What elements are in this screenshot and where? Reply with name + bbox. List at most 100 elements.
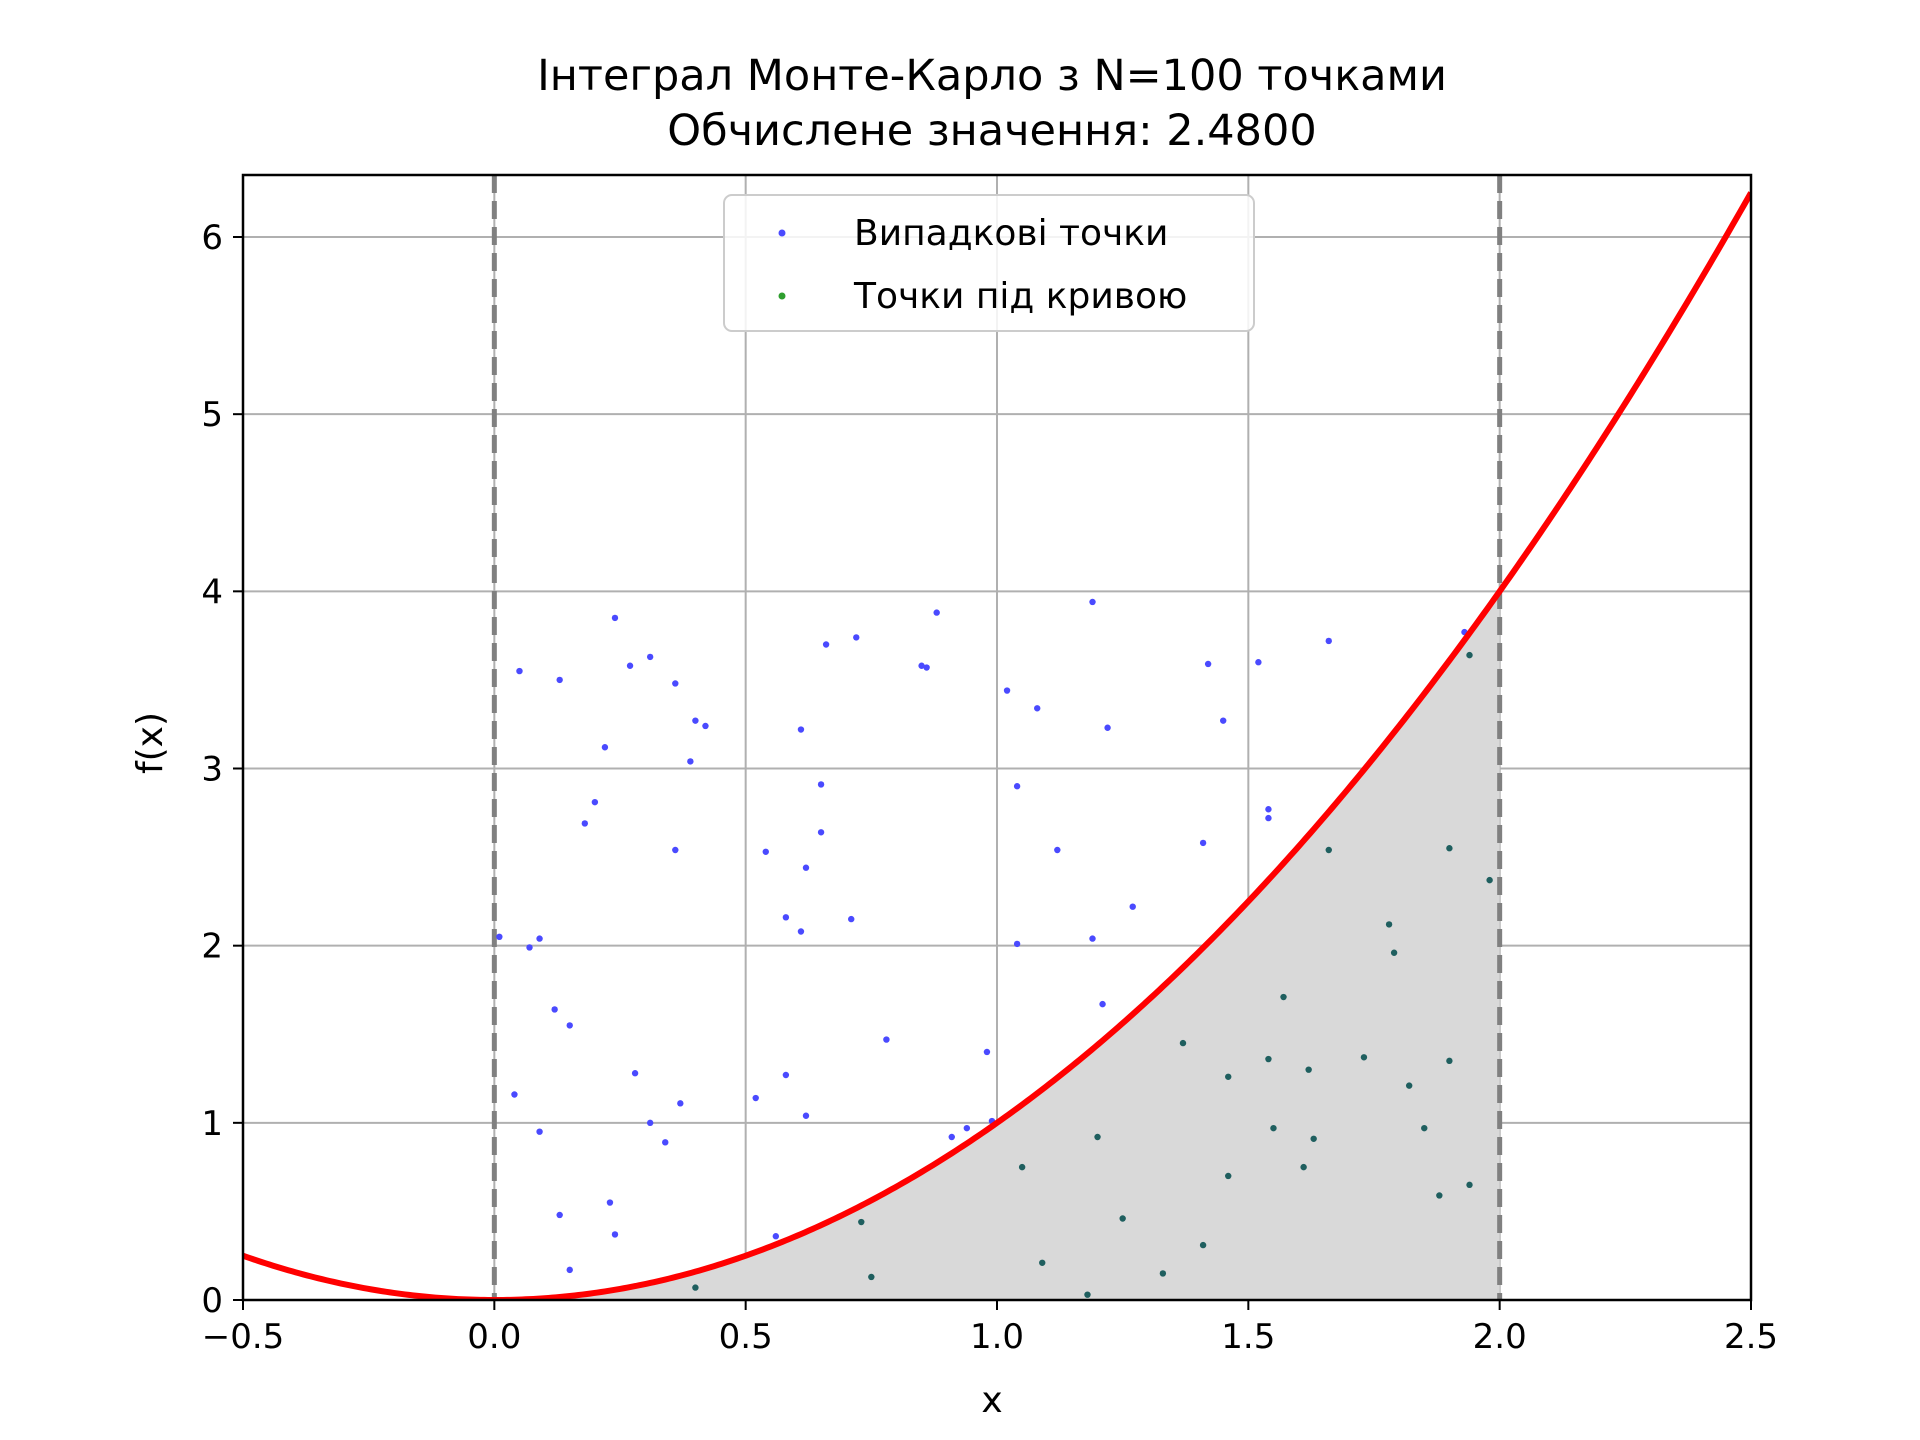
random-point: [782, 1071, 790, 1079]
random-point: [536, 935, 543, 942]
random-point: [983, 1048, 991, 1056]
random-point: [883, 1036, 890, 1043]
legend-label-random-points: Випадкові точки: [854, 213, 1168, 254]
y-axis-label: f(x): [130, 712, 171, 774]
random-point: [566, 1266, 573, 1274]
legend-box: [723, 194, 1255, 332]
point-under-curve: [1018, 1163, 1026, 1171]
random-point: [802, 864, 810, 871]
point-under-curve: [1466, 651, 1473, 659]
random-point: [1034, 705, 1041, 712]
random-point: [1220, 717, 1227, 724]
random-point: [556, 676, 563, 684]
point-under-curve: [1094, 1133, 1101, 1141]
random-point: [662, 1139, 669, 1146]
random-point: [672, 846, 679, 854]
y-tick-label: 6: [201, 218, 223, 258]
random-point: [536, 1128, 543, 1135]
random-point: [923, 664, 930, 671]
y-tick-label: 3: [201, 750, 223, 790]
point-under-curve: [1270, 1124, 1277, 1132]
point-under-curve: [1119, 1215, 1126, 1222]
random-point: [626, 662, 634, 669]
point-under-curve: [692, 1284, 699, 1291]
random-point: [496, 933, 503, 941]
random-point: [933, 609, 940, 616]
point-under-curve: [1280, 993, 1287, 1001]
random-point: [817, 829, 825, 836]
point-under-curve: [1225, 1172, 1232, 1180]
point-under-curve: [1421, 1124, 1428, 1132]
chart-title-line-1: Інтеграл Монте-Карло з N=100 точками: [537, 51, 1447, 101]
legend-marker-points-under-curve: [778, 292, 786, 300]
random-point: [611, 614, 619, 622]
random-point: [1013, 940, 1021, 948]
x-tick-label: 2.5: [1724, 1317, 1778, 1357]
legend: Випадкові точки Точки під кривою: [723, 194, 1255, 332]
random-point: [1104, 724, 1111, 731]
random-point: [1054, 846, 1061, 854]
point-under-curve: [858, 1218, 865, 1226]
random-point: [1204, 660, 1212, 668]
point-under-curve: [1179, 1039, 1187, 1047]
point-under-curve: [868, 1273, 875, 1281]
point-under-curve: [1360, 1054, 1368, 1061]
legend-label-points-under-curve: Точки під кривою: [853, 276, 1187, 317]
point-under-curve: [1039, 1259, 1046, 1266]
random-point: [591, 798, 599, 806]
random-point: [797, 928, 805, 935]
random-point: [918, 662, 925, 669]
random-point: [551, 1006, 558, 1013]
y-tick-label: 1: [201, 1104, 223, 1144]
point-under-curve: [1199, 1241, 1207, 1249]
random-point: [677, 1100, 684, 1107]
random-point: [611, 1231, 619, 1238]
random-point: [646, 1119, 654, 1127]
random-point: [1199, 839, 1207, 847]
random-point: [752, 1094, 759, 1102]
y-tick-label: 4: [201, 572, 223, 612]
point-under-curve: [1486, 876, 1493, 884]
shaded-integral-area: [494, 591, 1500, 1300]
random-point: [948, 1133, 955, 1141]
random-point: [566, 1022, 573, 1029]
x-axis-label: x: [981, 1380, 1002, 1421]
point-under-curve: [1385, 921, 1393, 928]
x-tick-label: 0.0: [467, 1317, 521, 1357]
random-point: [526, 944, 533, 951]
random-point: [646, 653, 654, 661]
random-point: [1089, 935, 1096, 942]
point-under-curve: [1159, 1270, 1167, 1277]
point-under-curve: [1305, 1066, 1312, 1073]
random-point: [601, 744, 609, 751]
random-point: [1325, 637, 1332, 645]
x-tick-label: 1.0: [970, 1317, 1024, 1357]
random-point: [797, 726, 805, 733]
random-point: [817, 781, 825, 788]
x-tick-label: 0.5: [719, 1317, 773, 1357]
y-tick-label: 5: [201, 395, 223, 435]
y-tick-label: 2: [201, 927, 223, 967]
random-point: [1265, 814, 1272, 822]
point-under-curve: [1446, 845, 1453, 852]
random-point: [672, 680, 679, 687]
random-point: [848, 915, 855, 923]
random-point: [762, 848, 769, 855]
point-under-curve: [1325, 846, 1332, 854]
point-under-curve: [1310, 1135, 1317, 1142]
random-point: [581, 820, 589, 827]
random-point: [1013, 783, 1021, 790]
random-point: [1265, 806, 1272, 813]
random-point: [822, 641, 830, 648]
random-point: [1003, 687, 1011, 694]
point-under-curve: [1436, 1192, 1443, 1199]
random-point: [782, 914, 790, 921]
point-under-curve: [1300, 1163, 1307, 1171]
y-tick-label: 0: [201, 1281, 223, 1321]
x-tick-label: 1.5: [1221, 1317, 1275, 1357]
point-under-curve: [1446, 1057, 1453, 1065]
random-point: [1255, 659, 1262, 666]
point-under-curve: [1225, 1073, 1232, 1080]
random-point: [687, 758, 694, 765]
